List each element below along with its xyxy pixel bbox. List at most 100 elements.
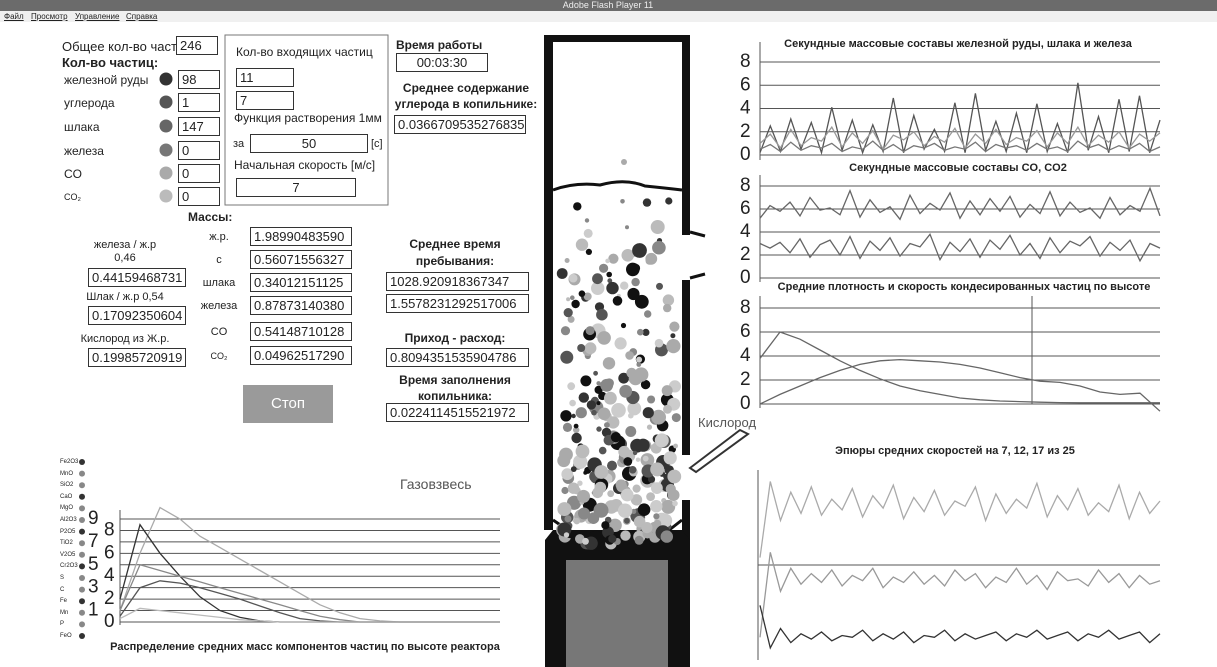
particle: [606, 282, 618, 294]
particle: [650, 462, 664, 476]
particle: [670, 333, 675, 338]
count-label: железной руды: [64, 73, 148, 87]
mass-field: 0.56071556327: [250, 250, 352, 269]
component-label: SiO2: [60, 481, 73, 489]
particle: [594, 465, 608, 479]
count-field[interactable]: 0: [178, 187, 220, 206]
menu-item[interactable]: Справка: [126, 11, 157, 22]
particle: [643, 198, 651, 206]
particle: [585, 218, 589, 222]
particle: [584, 229, 593, 238]
component-swatch: [79, 494, 85, 500]
component-swatch: [79, 633, 85, 639]
ratio-field: 0.17092350604: [88, 306, 186, 325]
app-window: 0123456789024680246802468 Adobe Flash Pl…: [0, 0, 1217, 667]
collector: [566, 560, 668, 667]
particle: [563, 423, 572, 432]
count-field[interactable]: 1: [178, 93, 220, 112]
series-line: [760, 360, 1160, 412]
mass-field: 0.34012151125: [250, 273, 352, 292]
menu-item[interactable]: Просмотр: [31, 11, 68, 22]
particle: [633, 451, 637, 455]
particle: [621, 323, 626, 328]
particle: [583, 471, 587, 475]
fill-time-label: Время заполнения копильника:: [395, 372, 515, 404]
particle: [561, 487, 568, 494]
stop-button[interactable]: Стоп: [243, 385, 333, 423]
component-swatch: [79, 540, 85, 546]
component-swatch: [79, 459, 85, 465]
count-field[interactable]: 147: [178, 117, 220, 136]
particle: [607, 461, 617, 471]
particle: [653, 513, 659, 519]
speed-label: Начальная скорость [м/с]: [234, 158, 375, 172]
fill-time-field: 0.0224114515521972: [386, 403, 529, 422]
particle: [578, 508, 590, 520]
reactor-top: [544, 35, 690, 42]
particle: [669, 322, 679, 332]
incoming-field[interactable]: 7: [236, 91, 294, 110]
particle-swatch: [160, 190, 173, 203]
chart-title: Средние плотность и скорость кондесирова…: [778, 280, 1151, 294]
component-label: P: [60, 620, 64, 628]
particle: [611, 403, 626, 418]
total-field[interactable]: 246: [176, 36, 218, 55]
particle: [564, 308, 573, 317]
menu-item[interactable]: Файл: [4, 11, 24, 22]
particle: [574, 424, 579, 429]
particle: [620, 282, 628, 290]
component-swatch: [79, 563, 85, 569]
y-tick-label: 4: [740, 345, 751, 366]
chart-title: Распределение средних масс компонентов ч…: [110, 640, 500, 654]
menu-item[interactable]: Управление: [75, 11, 119, 22]
component-swatch: [79, 598, 85, 604]
particle: [565, 515, 572, 522]
gas-label: Газовзвесь: [400, 476, 472, 492]
count-label: шлака: [64, 120, 100, 134]
particle: [611, 432, 621, 442]
y-tick-label: 6: [740, 74, 751, 95]
particle: [565, 258, 570, 263]
particle: [637, 439, 650, 452]
count-field[interactable]: 0: [178, 164, 220, 183]
y-tick-label: 0: [740, 393, 751, 414]
incoming-field[interactable]: 11: [236, 68, 294, 87]
y-tick-label: 1: [88, 600, 99, 621]
particle: [673, 444, 678, 449]
component-label: FeO: [60, 632, 72, 640]
particle: [616, 479, 627, 490]
component-swatch: [79, 529, 85, 535]
mass-field: 0.04962517290: [250, 346, 352, 365]
particle: [626, 263, 640, 277]
particle: [599, 264, 608, 273]
particle: [667, 470, 681, 484]
particle: [577, 490, 590, 503]
particle: [568, 483, 579, 494]
runtime-label: Время работы: [396, 38, 482, 52]
count-label: CO₂: [64, 190, 81, 204]
count-field[interactable]: 0: [178, 141, 220, 160]
particle: [624, 518, 630, 524]
particle: [672, 413, 681, 422]
count-field[interactable]: 98: [178, 70, 220, 89]
particle: [571, 300, 579, 308]
particle: [650, 500, 662, 512]
oxygen-nozzle: [690, 430, 748, 472]
speed-field[interactable]: 7: [236, 178, 356, 197]
y-tick-label: 7: [88, 531, 99, 552]
particle: [666, 484, 676, 494]
particle: [600, 379, 613, 392]
component-swatch: [79, 610, 85, 616]
particle: [576, 239, 588, 251]
residence-field: 1.5578231292517006: [386, 294, 529, 313]
carbon-label: Среднее содержание углерода в копильнике…: [386, 80, 546, 112]
carbon-field: 0.0366709535276835: [394, 115, 526, 134]
particle: [582, 538, 589, 545]
particle: [655, 433, 669, 447]
balance-label: Приход - расход:: [405, 331, 506, 345]
particle-swatch: [160, 96, 173, 109]
mass-label: железа: [201, 299, 238, 313]
y-tick-label: 2: [740, 369, 751, 390]
period-field[interactable]: 50: [250, 134, 368, 153]
particle: [574, 518, 581, 525]
